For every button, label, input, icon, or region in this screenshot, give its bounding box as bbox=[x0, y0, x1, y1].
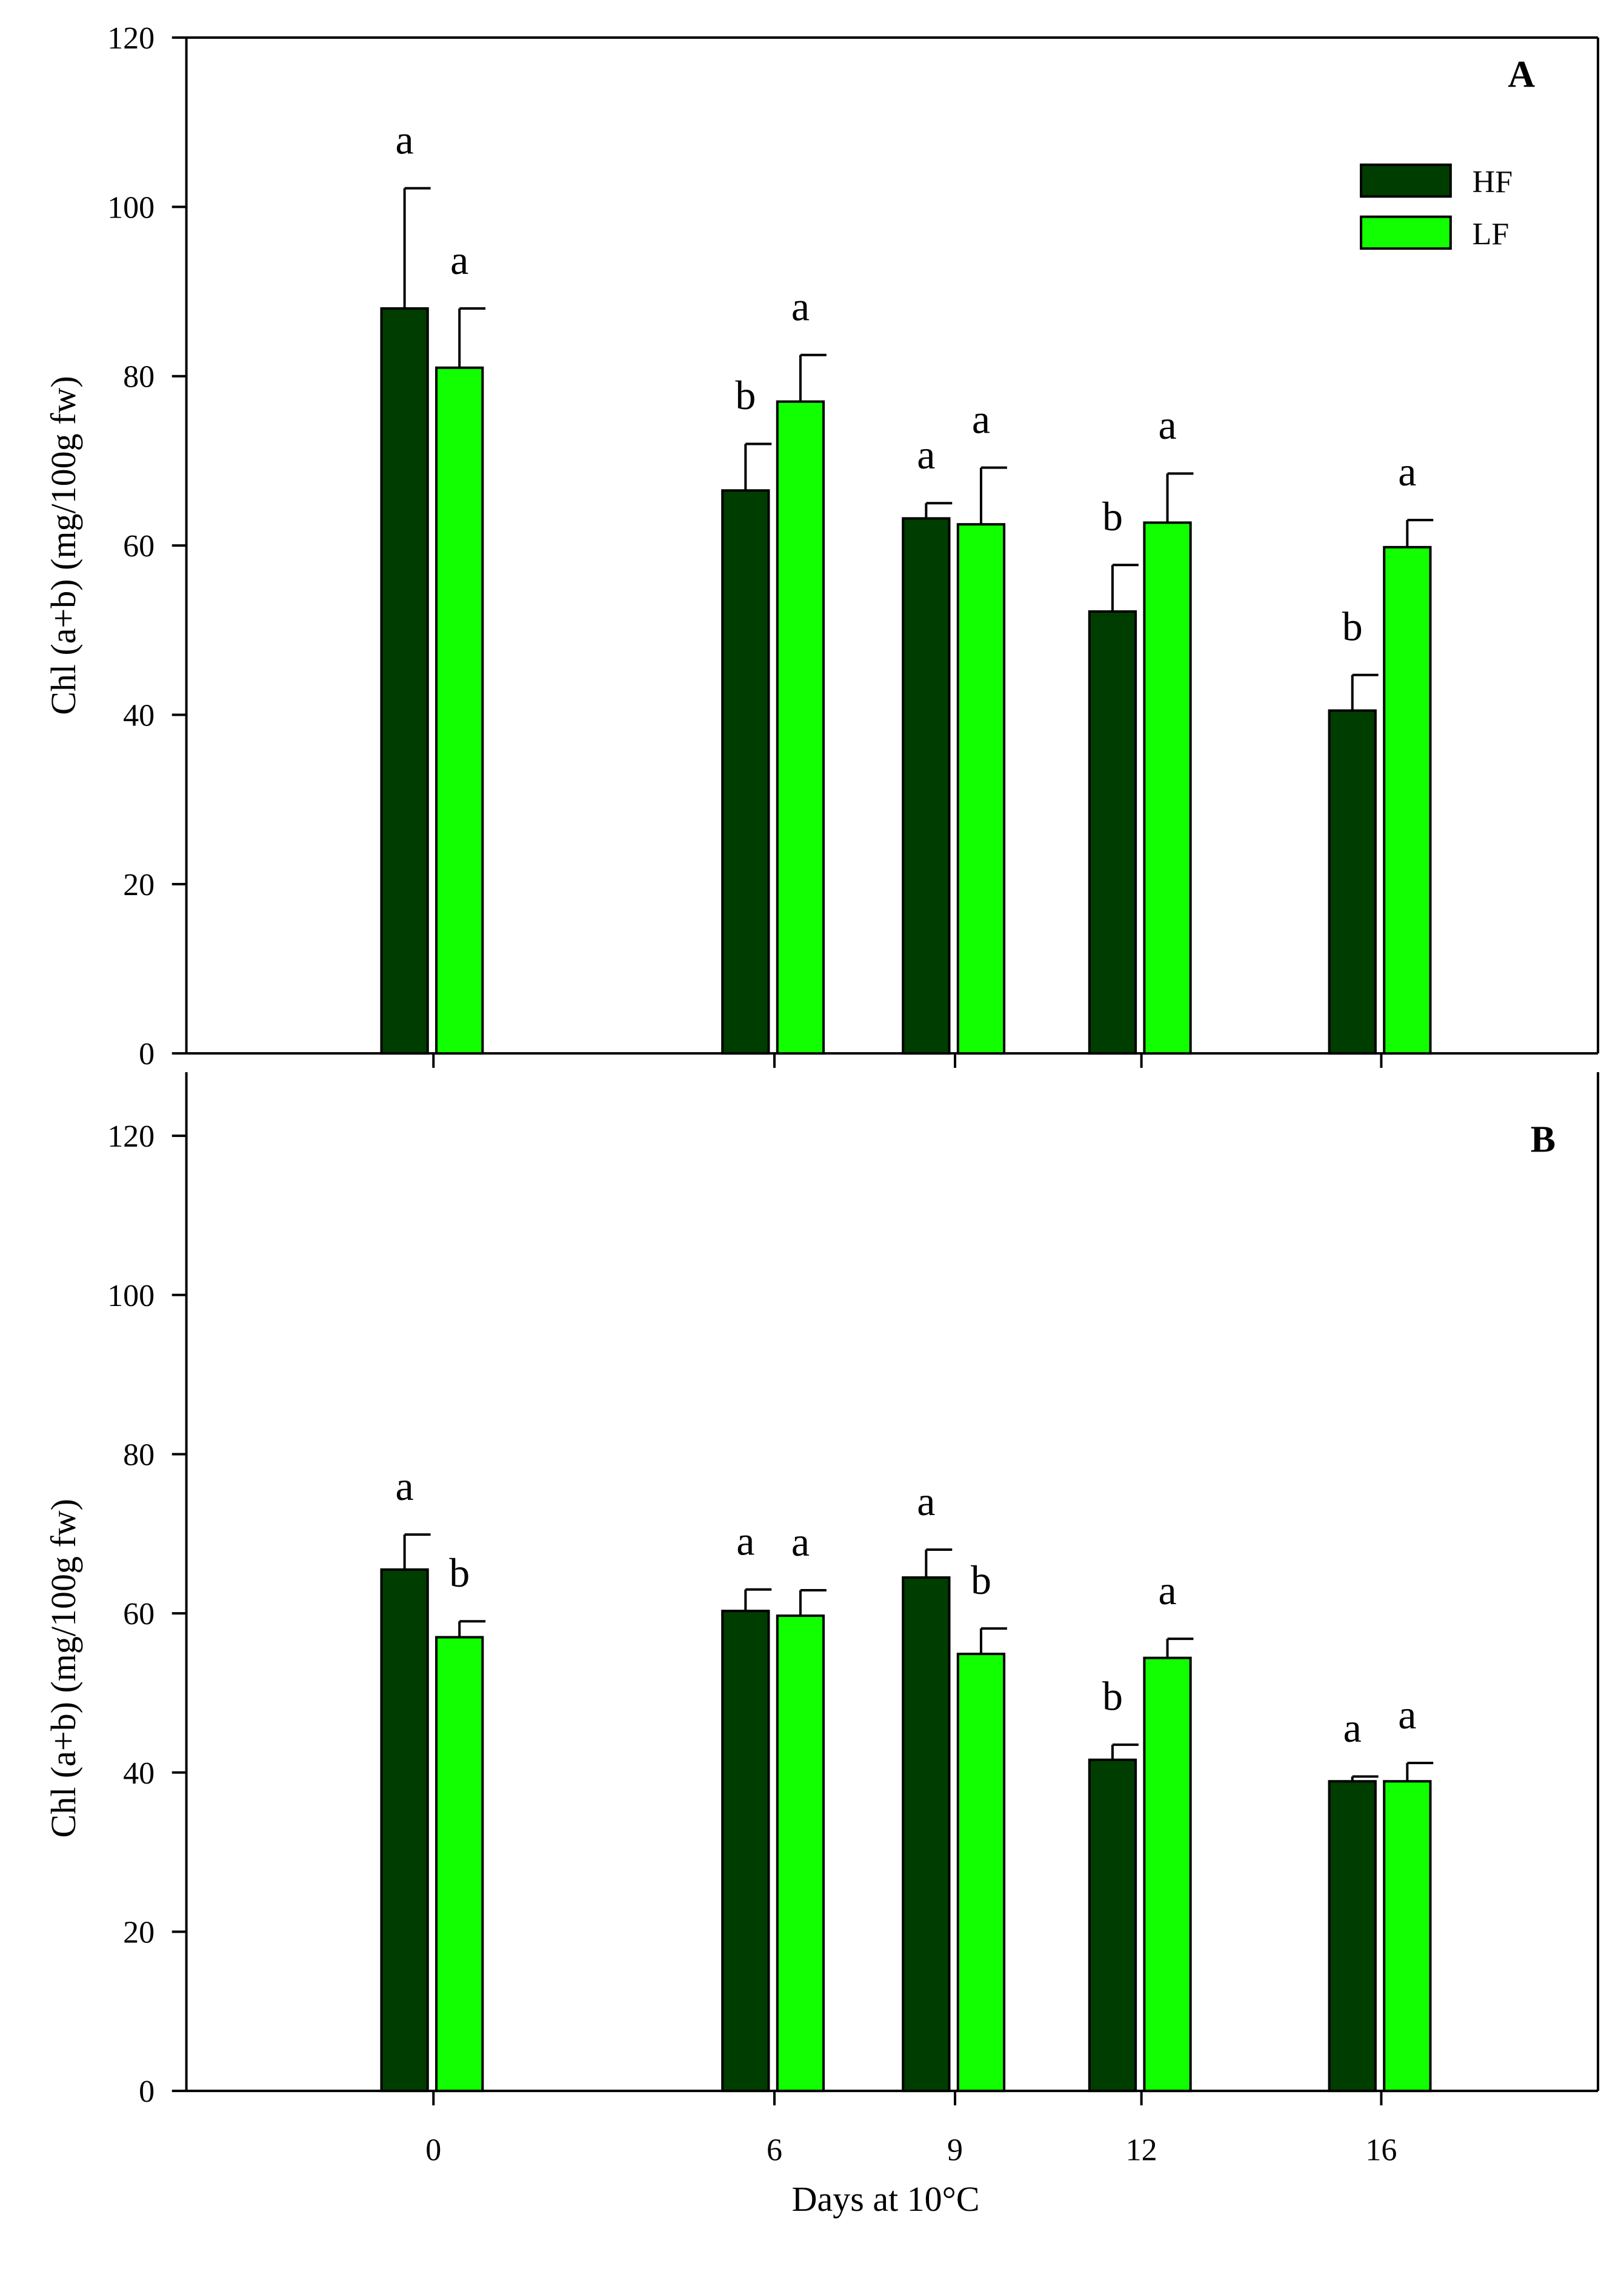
significance-letter: b bbox=[1102, 493, 1123, 539]
significance-letter: b bbox=[449, 1550, 470, 1596]
legend-label-lf: LF bbox=[1473, 217, 1509, 252]
y-tick-label: 20 bbox=[123, 868, 155, 902]
bar-hf bbox=[1328, 1780, 1377, 2093]
bar-lf bbox=[435, 366, 484, 1055]
panel-label: B bbox=[1531, 1119, 1556, 1160]
x-axis-label: Days at 10°C bbox=[792, 2179, 980, 2219]
significance-letter: a bbox=[972, 396, 990, 442]
bar-hf bbox=[1088, 610, 1137, 1055]
y-tick-label: 80 bbox=[123, 360, 155, 395]
legend: HF LF bbox=[1360, 163, 1513, 252]
panel-label: A bbox=[1508, 54, 1535, 95]
significance-letter: a bbox=[1398, 1691, 1416, 1738]
significance-letter: a bbox=[917, 431, 935, 478]
bar-lf bbox=[1383, 545, 1432, 1055]
significance-letter: a bbox=[1343, 1705, 1362, 1751]
significance-letter: b bbox=[1342, 604, 1363, 650]
bar-hf bbox=[380, 1568, 429, 2093]
y-tick-label: 60 bbox=[123, 1597, 155, 1631]
significance-letter: a bbox=[917, 1478, 935, 1524]
significance-letter: a bbox=[450, 237, 468, 283]
x-tick-label: 16 bbox=[1365, 2133, 1397, 2168]
significance-letter: b bbox=[735, 372, 756, 418]
x-tick-label: 9 bbox=[947, 2133, 963, 2168]
significance-letter: a bbox=[396, 116, 414, 162]
y-tick-label: 100 bbox=[107, 190, 155, 225]
legend-label-hf: HF bbox=[1473, 165, 1513, 199]
y-tick-label: 120 bbox=[107, 1119, 155, 1154]
bar-lf bbox=[1383, 1780, 1432, 2093]
legend-swatch-lf bbox=[1360, 215, 1452, 250]
bar-hf bbox=[721, 1610, 770, 2093]
legend-swatch-hf bbox=[1360, 163, 1452, 198]
bar-lf bbox=[956, 1653, 1006, 2093]
x-tick-label: 6 bbox=[767, 2133, 782, 2168]
bar-lf bbox=[435, 1636, 484, 2093]
bar-hf bbox=[380, 307, 429, 1055]
y-tick-label: 0 bbox=[139, 1037, 155, 1071]
bar-hf bbox=[1328, 709, 1377, 1055]
significance-letter: a bbox=[396, 1463, 414, 1509]
y-tick-label: 40 bbox=[123, 1756, 155, 1791]
y-tick-label: 100 bbox=[107, 1279, 155, 1313]
y-axis-label: Chl (a+b) (mg/100g fw) bbox=[44, 1499, 83, 1838]
bar-lf bbox=[1143, 521, 1192, 1055]
bar-hf bbox=[902, 517, 951, 1055]
significance-letter: b bbox=[971, 1557, 991, 1603]
significance-letter: a bbox=[736, 1518, 754, 1564]
x-tick-label: 0 bbox=[425, 2133, 441, 2168]
y-tick-label: 20 bbox=[123, 1915, 155, 1950]
bar-lf bbox=[776, 400, 825, 1055]
significance-letter: a bbox=[791, 284, 810, 330]
bar-lf bbox=[776, 1614, 825, 2093]
y-tick-label: 60 bbox=[123, 529, 155, 564]
y-axis-label: Chl (a+b) (mg/100g fw) bbox=[44, 376, 83, 715]
bar-hf bbox=[902, 1576, 951, 2093]
y-tick-label: 40 bbox=[123, 698, 155, 733]
bar-lf bbox=[956, 523, 1006, 1055]
significance-letter: b bbox=[1102, 1673, 1123, 1719]
bar-hf bbox=[721, 489, 770, 1055]
significance-letter: a bbox=[1398, 448, 1416, 495]
significance-letter: a bbox=[1158, 402, 1176, 448]
bar-hf bbox=[1088, 1758, 1137, 2093]
bar-lf bbox=[1143, 1656, 1192, 2093]
significance-letter: a bbox=[791, 1519, 810, 1565]
x-tick-label: 12 bbox=[1126, 2133, 1157, 2168]
y-tick-label: 80 bbox=[123, 1438, 155, 1472]
y-tick-label: 0 bbox=[139, 2074, 155, 2109]
significance-letter: a bbox=[1158, 1567, 1176, 1613]
y-tick-label: 120 bbox=[107, 21, 155, 56]
